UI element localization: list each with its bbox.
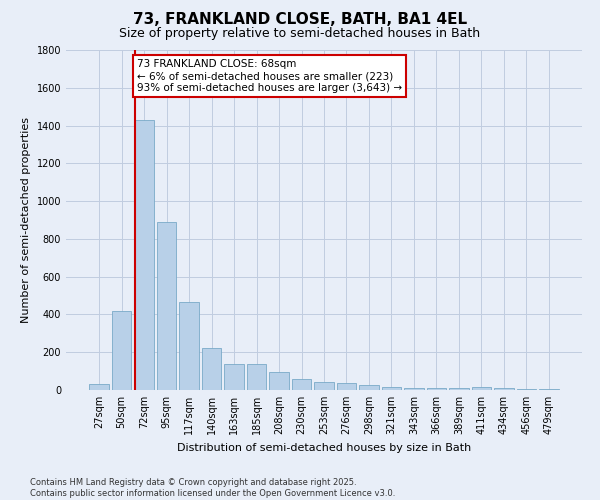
Bar: [89, 384, 109, 390]
Bar: [404, 388, 424, 390]
Text: 73, FRANKLAND CLOSE, BATH, BA1 4EL: 73, FRANKLAND CLOSE, BATH, BA1 4EL: [133, 12, 467, 28]
Text: 73 FRANKLAND CLOSE: 68sqm
← 6% of semi-detached houses are smaller (223)
93% of : 73 FRANKLAND CLOSE: 68sqm ← 6% of semi-d…: [137, 60, 402, 92]
Bar: [314, 382, 334, 390]
X-axis label: Distribution of semi-detached houses by size in Bath: Distribution of semi-detached houses by …: [177, 442, 471, 452]
Bar: [449, 388, 469, 390]
Bar: [359, 386, 379, 390]
Bar: [337, 384, 356, 390]
Bar: [134, 120, 154, 390]
Bar: [224, 364, 244, 390]
Bar: [472, 387, 491, 390]
Bar: [494, 388, 514, 390]
Bar: [247, 364, 266, 390]
Bar: [112, 310, 131, 390]
Bar: [292, 379, 311, 390]
Bar: [269, 372, 289, 390]
Bar: [179, 302, 199, 390]
Y-axis label: Number of semi-detached properties: Number of semi-detached properties: [21, 117, 31, 323]
Text: Contains HM Land Registry data © Crown copyright and database right 2025.
Contai: Contains HM Land Registry data © Crown c…: [30, 478, 395, 498]
Bar: [202, 348, 221, 390]
Bar: [517, 389, 536, 390]
Bar: [427, 388, 446, 390]
Text: Size of property relative to semi-detached houses in Bath: Size of property relative to semi-detach…: [119, 28, 481, 40]
Bar: [157, 222, 176, 390]
Bar: [382, 386, 401, 390]
